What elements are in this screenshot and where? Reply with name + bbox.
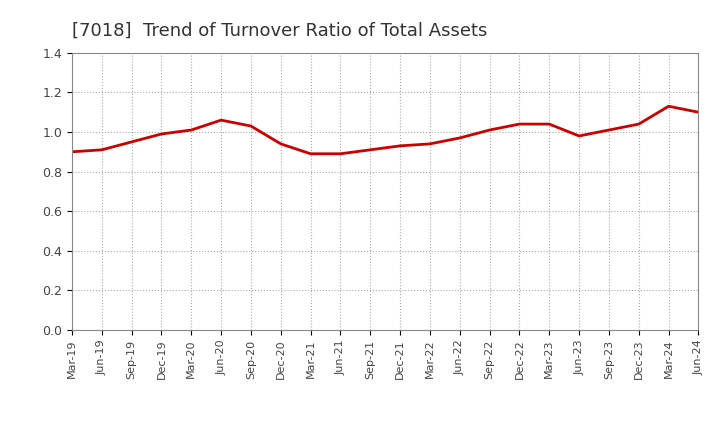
Text: [7018]  Trend of Turnover Ratio of Total Assets: [7018] Trend of Turnover Ratio of Total … (72, 22, 487, 40)
